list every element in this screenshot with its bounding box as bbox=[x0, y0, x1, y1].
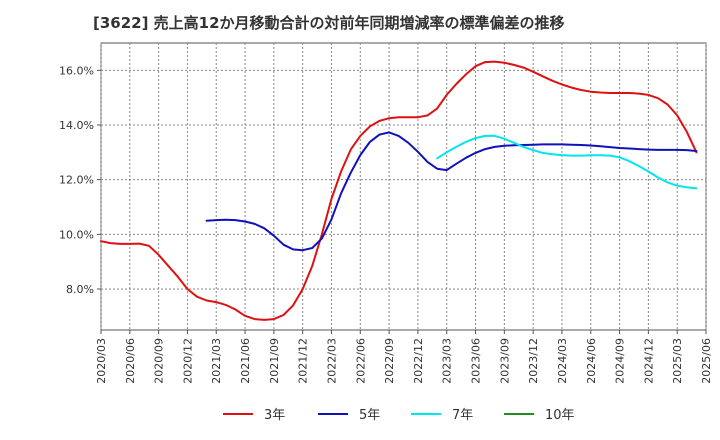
series-line-3年 bbox=[100, 60, 698, 321]
x-tick-label: 2025/03 bbox=[671, 338, 684, 384]
x-tick-label: 2022/12 bbox=[412, 338, 425, 384]
y-tick-label: 16.0% bbox=[59, 64, 94, 77]
x-tick-label: 2021/03 bbox=[210, 338, 223, 384]
y-tick-label: 10.0% bbox=[59, 228, 94, 241]
legend-label-5年: 5年 bbox=[359, 408, 380, 423]
x-tick-label: 2024/06 bbox=[585, 338, 598, 384]
y-tick-label: 14.0% bbox=[59, 119, 94, 132]
legend-label-10年: 10年 bbox=[545, 408, 575, 423]
x-tick-label: 2024/12 bbox=[642, 338, 655, 384]
x-tick-label: 2020/03 bbox=[95, 338, 108, 384]
x-tick-label: 2024/03 bbox=[556, 338, 569, 384]
legend-label-3年: 3年 bbox=[264, 408, 285, 423]
grid-lines bbox=[100, 43, 707, 330]
x-tick-label: 2021/06 bbox=[239, 338, 252, 384]
x-axis-ticks: 2020/03 2020/06 2020/09 2020/12 2021/03 2021/… bbox=[95, 330, 713, 384]
x-tick-label: 2023/09 bbox=[498, 338, 511, 384]
plot-area-frame bbox=[100, 42, 707, 331]
series-line-5年 bbox=[205, 131, 698, 252]
x-tick-label: 2023/03 bbox=[441, 338, 454, 384]
x-tick-label: 2020/06 bbox=[124, 338, 137, 384]
chart-title: [3622] 売上高12か月移動合計の対前年同期増減率の標準偏差の推移 bbox=[93, 14, 565, 32]
x-tick-label: 2022/09 bbox=[383, 338, 396, 384]
series-lines bbox=[100, 60, 698, 321]
legend: 3年 5年 7年 10年 bbox=[223, 408, 575, 423]
x-tick-label: 2023/06 bbox=[470, 338, 483, 384]
series-line-7年 bbox=[436, 134, 698, 190]
x-tick-label: 2020/12 bbox=[181, 338, 194, 384]
y-tick-label: 8.0% bbox=[66, 283, 94, 296]
x-tick-label: 2025/06 bbox=[700, 338, 713, 384]
x-tick-label: 2022/06 bbox=[354, 338, 367, 384]
x-tick-label: 2021/09 bbox=[268, 338, 281, 384]
x-tick-label: 2023/12 bbox=[527, 338, 540, 384]
y-axis-ticks: 8.0% 10.0% 12.0% 14.0% 16.0% bbox=[59, 64, 101, 296]
legend-label-7年: 7年 bbox=[452, 408, 473, 423]
x-tick-label: 2024/09 bbox=[614, 338, 627, 384]
x-tick-label: 2021/12 bbox=[297, 338, 310, 384]
y-tick-label: 12.0% bbox=[59, 174, 94, 187]
x-tick-label: 2022/03 bbox=[325, 338, 338, 384]
x-tick-label: 2020/09 bbox=[153, 338, 166, 384]
